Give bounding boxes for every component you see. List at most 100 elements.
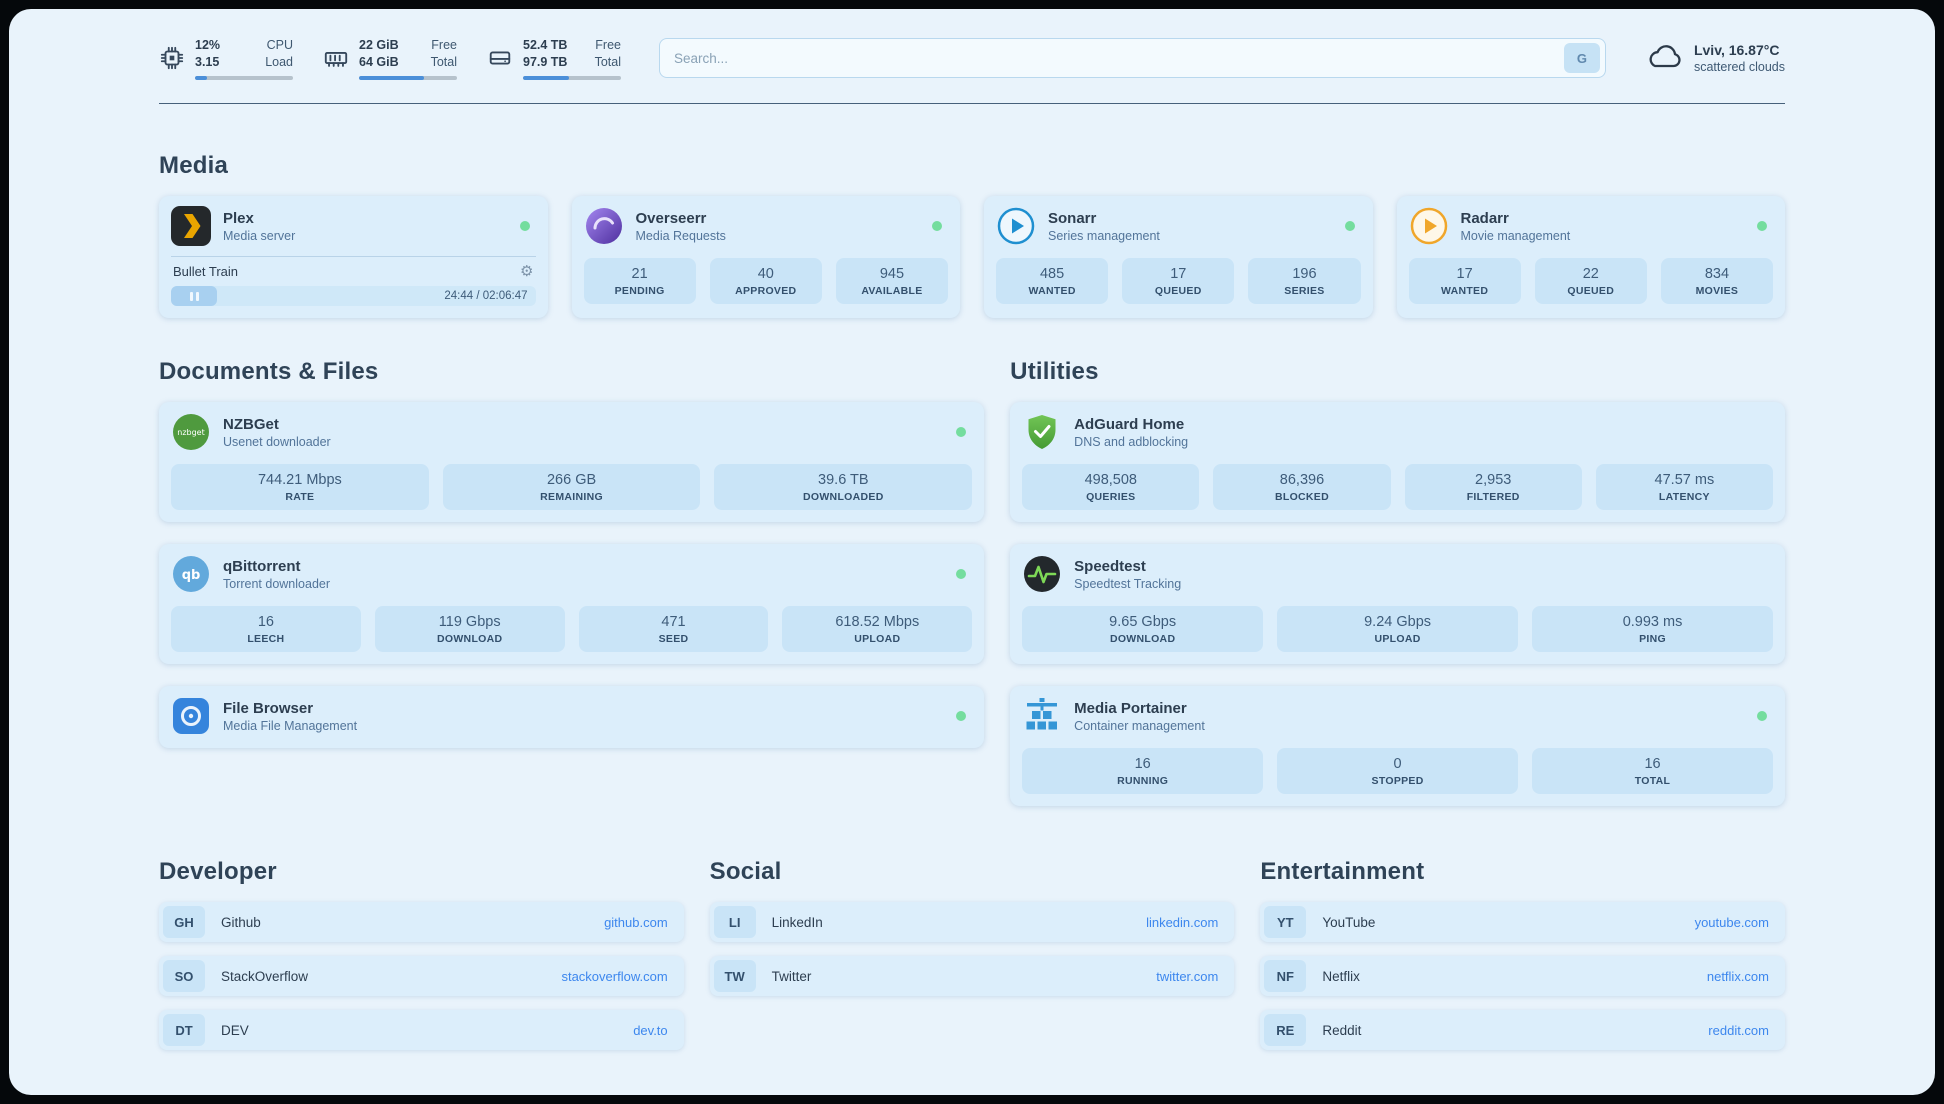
service-header: AdGuard Home DNS and adblocking — [1022, 412, 1773, 452]
stat-value: 47.57 ms — [1654, 472, 1715, 488]
service-header: Plex Media server — [171, 206, 536, 246]
service-card-portainer[interactable]: Media Portainer Container management 16 R… — [1010, 686, 1785, 806]
stat-approved: 40 APPROVED — [709, 258, 822, 304]
bookmark-url[interactable]: linkedin.com — [1146, 914, 1219, 930]
service-name[interactable]: Media Portainer — [1074, 699, 1187, 717]
bookmark-linkedin[interactable]: LI LinkedIn linkedin.com — [709, 902, 1235, 942]
bookmark-name: DEV — [221, 1022, 249, 1038]
stat-value: 17 — [1170, 266, 1187, 282]
service-card-nzbget[interactable]: nzbget NZBGet Usenet downloader 744.21 M… — [159, 402, 985, 522]
stat-label: PING — [1639, 633, 1666, 645]
section-title-utilities: Utilities — [1010, 358, 1099, 385]
bookmark-url[interactable]: twitter.com — [1156, 968, 1219, 984]
stat-label: QUEUED — [1154, 285, 1202, 297]
search-bar[interactable]: G — [659, 38, 1606, 78]
gear-icon[interactable]: ⚙ — [520, 263, 534, 280]
section-title-developer: Developer — [159, 858, 277, 885]
service-header: File Browser Media File Management — [171, 696, 972, 736]
stat-series: 196 SERIES — [1248, 258, 1361, 304]
bookmark-reddit[interactable]: RE Reddit reddit.com — [1260, 1010, 1785, 1050]
bookmark-name: Reddit — [1322, 1022, 1362, 1038]
service-card-adguard[interactable]: AdGuard Home DNS and adblocking 498,508 Q… — [1010, 402, 1785, 522]
stat-label: WANTED — [1028, 285, 1076, 297]
service-subtitle: Torrent downloader — [223, 576, 331, 591]
section-utilities: Utilities AdGuard Home DNS and adblockin… — [1010, 358, 1785, 806]
memory-icon — [323, 45, 349, 71]
service-card-filebrowser[interactable]: File Browser Media File Management — [159, 686, 985, 748]
stat-upload: 9.24 Gbps UPLOAD — [1277, 606, 1519, 652]
bookmark-group-social: Social LI LinkedIn linkedin.com TW Twitt… — [709, 858, 1235, 996]
bookmark-stackoverflow[interactable]: SO StackOverflow stackoverflow.com — [159, 956, 684, 996]
bookmark-abbr: YT — [1264, 906, 1307, 938]
service-name[interactable]: Plex — [223, 209, 254, 227]
stat-value: 9.65 Gbps — [1109, 614, 1177, 630]
service-card-qbittorrent[interactable]: qb qBittorrent Torrent downloader 16 LEEC… — [159, 544, 985, 664]
search-input[interactable] — [674, 50, 1564, 66]
service-name[interactable]: Overseerr — [635, 209, 707, 227]
service-name[interactable]: Speedtest — [1074, 557, 1146, 575]
service-name[interactable]: qBittorrent — [223, 557, 301, 575]
status-dot — [956, 569, 967, 579]
bookmark-name: Netflix — [1322, 968, 1360, 984]
stat-running: 16 RUNNING — [1022, 748, 1264, 794]
service-stats: 17 WANTED 22 QUEUED 834 MOVIES — [1408, 258, 1774, 304]
bookmark-url[interactable]: youtube.com — [1694, 914, 1769, 930]
section-media: Media Plex Media server Bullet Train — [159, 152, 1785, 318]
disk-widget: 52.4 TB Free 97.9 TB Total — [487, 37, 621, 80]
bookmark-twitter[interactable]: TW Twitter twitter.com — [709, 956, 1235, 996]
bookmark-netflix[interactable]: NF Netflix netflix.com — [1260, 956, 1785, 996]
stat-label: LEECH — [247, 633, 285, 645]
service-name[interactable]: Sonarr — [1048, 209, 1097, 227]
service-card-speedtest[interactable]: Speedtest Speedtest Tracking 9.65 Gbps DO… — [1010, 544, 1785, 664]
status-dot — [932, 221, 942, 231]
bookmark-github[interactable]: GH Github github.com — [159, 902, 684, 942]
service-card-plex[interactable]: Plex Media server Bullet Train ⚙ 24:44 /… — [159, 196, 548, 318]
service-name[interactable]: NZBGet — [223, 415, 279, 433]
stat-value: 266 GB — [546, 472, 597, 488]
bookmark-name: StackOverflow — [221, 968, 309, 984]
cloud-icon — [1644, 40, 1684, 77]
service-stats: 9.65 Gbps DOWNLOAD 9.24 Gbps UPLOAD 0.993 … — [1022, 606, 1773, 652]
stat-label: MOVIES — [1695, 285, 1739, 297]
bookmark-url[interactable]: stackoverflow.com — [561, 968, 668, 984]
playback-time: 24:44 / 02:06:47 — [444, 290, 528, 302]
bookmark-youtube[interactable]: YT YouTube youtube.com — [1260, 902, 1785, 942]
bookmark-url[interactable]: netflix.com — [1706, 968, 1769, 984]
service-header: Media Portainer Container management — [1022, 696, 1773, 736]
dashboard-window: 12% CPU 3.15 Load 22 GiB Free 64 GiB Total — [9, 9, 1935, 1095]
memory-free-value: 22 GiB — [359, 37, 399, 52]
stat-label: QUEUED — [1567, 285, 1615, 297]
bookmark-url[interactable]: dev.to — [633, 1022, 668, 1038]
cpu-usage-value: 12% — [195, 37, 221, 52]
service-name[interactable]: File Browser — [223, 699, 314, 717]
bookmark-abbr: RE — [1264, 1014, 1307, 1046]
service-card-sonarr[interactable]: Sonarr Series management 485 WANTED 17 QUE… — [984, 196, 1373, 318]
stat-value: 471 — [661, 614, 686, 630]
service-card-radarr[interactable]: Radarr Movie management 17 WANTED 22 QUEUE… — [1396, 196, 1785, 318]
disk-progress-track — [523, 75, 621, 80]
search-provider-button[interactable]: G — [1563, 43, 1600, 73]
bookmark-group-entertainment: Entertainment YT YouTube youtube.com NF … — [1260, 858, 1785, 1050]
cpu-icon — [159, 45, 185, 71]
stat-value: 0.993 ms — [1622, 614, 1683, 630]
service-name[interactable]: Radarr — [1460, 209, 1509, 227]
bookmark-url[interactable]: github.com — [604, 914, 668, 930]
pause-icon[interactable] — [171, 286, 217, 306]
weather-condition: scattered clouds — [1693, 60, 1785, 74]
bookmark-url[interactable]: reddit.com — [1708, 1022, 1769, 1038]
stat-label: SERIES — [1284, 285, 1325, 297]
stat-label: RUNNING — [1117, 775, 1169, 787]
status-dot — [1344, 221, 1355, 231]
bookmark-dev[interactable]: DT DEV dev.to — [159, 1010, 684, 1050]
qbittorrent-icon: qb — [171, 554, 211, 594]
stat-label: RATE — [285, 491, 315, 503]
service-name[interactable]: AdGuard Home — [1074, 415, 1185, 433]
stat-value: 0 — [1393, 756, 1402, 772]
service-subtitle: Series management — [1048, 228, 1160, 243]
service-card-overseerr[interactable]: Overseerr Media Requests 21 PENDING 40 APP… — [571, 196, 960, 318]
stat-value: 22 — [1582, 266, 1599, 282]
disk-free-value: 52.4 TB — [523, 37, 568, 52]
playback-progress-bar[interactable]: 24:44 / 02:06:47 — [171, 286, 536, 306]
service-subtitle: Movie management — [1460, 228, 1571, 243]
adguard-icon — [1022, 412, 1062, 452]
